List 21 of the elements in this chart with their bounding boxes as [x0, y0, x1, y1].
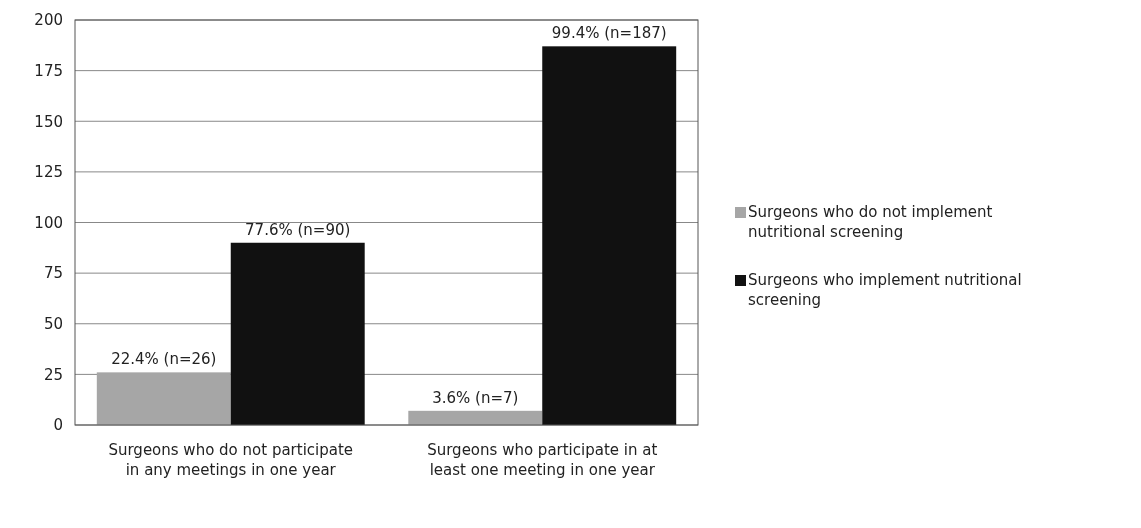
y-tick-label: 25 — [43, 365, 63, 384]
legend-label: Surgeons who do not implement nutritional screening — [748, 203, 993, 241]
x-tick-label: Surgeons who participate in at least one meeting in one year — [427, 441, 658, 479]
y-tick-label: 200 — [34, 11, 63, 30]
bar — [96, 372, 231, 425]
y-tick-label: 175 — [34, 61, 63, 80]
y-tick-label: 100 — [34, 213, 63, 232]
y-tick-label: 125 — [34, 163, 63, 182]
y-tick-label: 0 — [53, 416, 63, 435]
bar — [542, 46, 677, 425]
y-tick-label: 150 — [34, 112, 63, 131]
bar — [230, 242, 365, 425]
legend-label: Surgeons who implement nutritional screening — [748, 271, 1022, 309]
data-label: 77.6% (n=90) — [245, 220, 351, 239]
data-label: 22.4% (n=26) — [111, 350, 217, 369]
y-tick-label: 75 — [43, 264, 63, 283]
bar — [408, 410, 543, 425]
y-tick-label: 50 — [43, 315, 63, 333]
data-label: 3.6% (n=7) — [432, 388, 519, 407]
x-tick-label: Surgeons who do not participate in any meetings in one year — [108, 441, 354, 479]
data-label: 99.4% (n=187) — [551, 24, 667, 43]
